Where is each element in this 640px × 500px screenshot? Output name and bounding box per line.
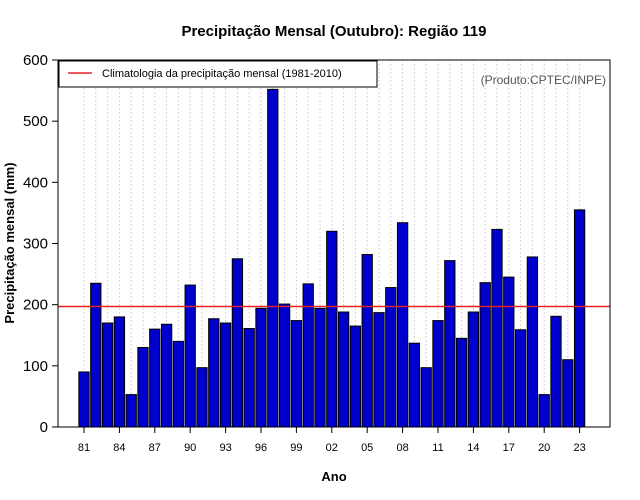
bar-1984: [113, 316, 126, 428]
bar-1998: [278, 303, 291, 428]
y-tick-label: 500: [23, 113, 48, 130]
bar-2020: [538, 394, 550, 428]
bar-2007: [385, 287, 397, 428]
bar-1989: [172, 340, 185, 428]
bar-1981: [78, 371, 90, 428]
legend-label: Climatologia da precipitação mensal (198…: [102, 68, 342, 80]
x-tick-label: 93: [219, 442, 231, 454]
x-axis-label: Ano: [321, 469, 346, 484]
bar-1996: [255, 307, 267, 428]
bar-1988: [160, 323, 173, 428]
x-tick-label: 87: [149, 442, 161, 454]
bar-2009: [408, 342, 421, 428]
y-tick-label: 400: [23, 174, 48, 191]
bars: [78, 88, 586, 428]
y-axis: 0 100 200 300 400 500 600: [23, 52, 58, 436]
bar-1992: [208, 318, 220, 428]
bar-2019: [526, 256, 539, 428]
bar-1982: [90, 282, 102, 428]
bar-1985: [125, 394, 137, 428]
x-tick-label: 99: [290, 442, 302, 454]
bar-2010: [420, 367, 432, 428]
bar-2021: [550, 315, 562, 428]
bar-2015: [479, 282, 491, 428]
legend: Climatologia da precipitação mensal (198…: [58, 60, 378, 88]
bar-2011: [432, 320, 444, 428]
bar-2006: [373, 312, 385, 428]
bar-1986: [137, 346, 149, 428]
bar-2023: [573, 209, 586, 428]
x-tick-label: 14: [467, 442, 479, 454]
x-tick-label: 84: [113, 442, 125, 454]
x-tick-label: 05: [361, 442, 373, 454]
x-tick-label: 17: [503, 442, 515, 454]
y-tick-label: 0: [40, 419, 48, 436]
bar-2008: [396, 222, 409, 428]
bar-2005: [361, 254, 373, 428]
bar-1983: [101, 322, 114, 428]
bar-2022: [562, 359, 574, 428]
x-tick-label: 08: [396, 442, 408, 454]
y-tick-label: 600: [23, 52, 48, 69]
x-tick-label: 11: [432, 442, 443, 454]
bar-2002: [326, 230, 338, 428]
y-tick-label: 300: [23, 236, 48, 253]
chart-title: Precipitação Mensal (Outubro): Região 11…: [181, 23, 486, 40]
y-tick-label: 100: [23, 358, 48, 375]
bar-2014: [467, 311, 480, 428]
bar-1993: [219, 322, 232, 428]
bar-2018: [514, 329, 527, 428]
x-tick-label: 90: [184, 442, 196, 454]
bar-1995: [243, 328, 255, 428]
x-tick-label: 20: [538, 442, 550, 454]
x-tick-label: 81: [78, 442, 90, 454]
y-tick-label: 200: [23, 297, 48, 314]
bar-1994: [231, 258, 244, 428]
bar-2013: [455, 337, 468, 428]
bar-1997: [267, 88, 279, 428]
bar-1991: [196, 367, 208, 428]
bar-2016: [491, 228, 503, 428]
bar-2003: [337, 311, 350, 428]
bar-2004: [349, 325, 362, 428]
bar-1999: [290, 320, 303, 428]
source-note: (Produto:CPTEC/INPE): [481, 73, 606, 87]
bar-2012: [444, 260, 456, 428]
x-tick-label: 02: [326, 442, 338, 454]
x-axis: 81 84 87 90 93 96 99 02 05 08 11 14 17 20 23: [78, 427, 586, 454]
x-tick-label: 96: [255, 442, 267, 454]
bar-2001: [314, 307, 326, 428]
y-axis-label: Precipitação mensal (mm): [2, 162, 17, 323]
bar-2017: [503, 276, 515, 428]
bar-2000: [302, 283, 314, 428]
bar-1987: [149, 328, 161, 428]
legend-box: [58, 60, 378, 88]
x-tick-label: 23: [573, 442, 585, 454]
